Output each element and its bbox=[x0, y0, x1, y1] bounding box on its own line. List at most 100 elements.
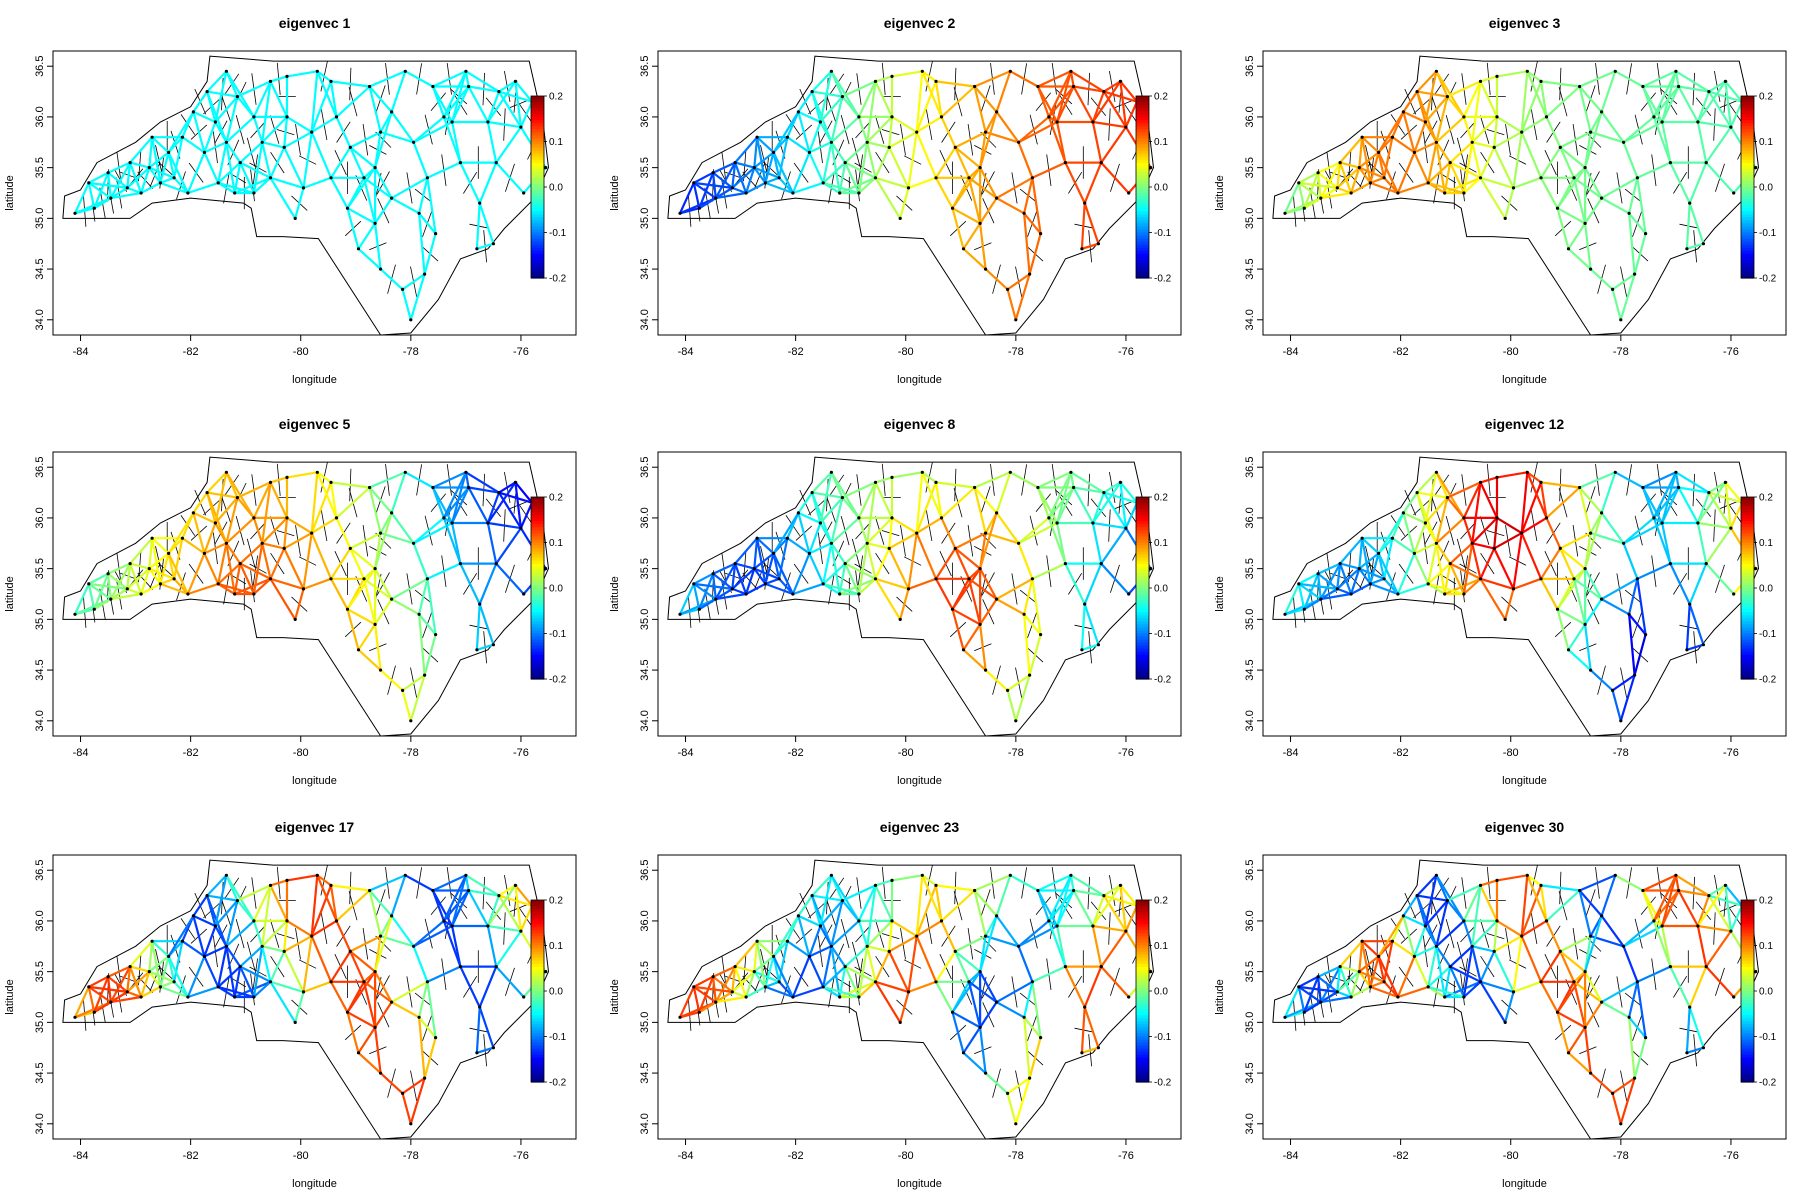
network-edge bbox=[915, 919, 943, 938]
panel-3: eigenvec 3-84 -82 -80 -78 -7634.034.535.035.… bbox=[1214, 15, 1787, 386]
network-node bbox=[1415, 90, 1419, 94]
colorbar-segment bbox=[1741, 588, 1754, 592]
colorbar-segment bbox=[531, 927, 544, 931]
network-edge bbox=[310, 884, 333, 938]
network-node bbox=[497, 90, 501, 94]
network-edges bbox=[73, 874, 547, 1125]
network-node bbox=[818, 924, 823, 928]
network-node bbox=[829, 69, 834, 73]
colorbar-segment bbox=[531, 247, 544, 252]
network-node bbox=[890, 919, 894, 923]
y-tick-label: 36.5 bbox=[1244, 860, 1256, 881]
colorbar-segment bbox=[531, 117, 544, 121]
colorbar-segment bbox=[531, 208, 544, 212]
x-tick-label: -78 bbox=[1008, 1150, 1024, 1162]
network-edge bbox=[786, 136, 811, 154]
network-node bbox=[1360, 135, 1364, 139]
network-node bbox=[978, 970, 982, 974]
network-edge bbox=[486, 491, 500, 525]
x-axis-label: longitude bbox=[897, 1178, 942, 1190]
network-edge bbox=[1512, 577, 1543, 591]
network-edge bbox=[1652, 516, 1672, 565]
network-edge bbox=[329, 146, 352, 179]
network-edge bbox=[368, 471, 407, 489]
network-edge bbox=[486, 120, 498, 164]
network-edge bbox=[1583, 511, 1603, 570]
network-edge bbox=[995, 980, 1034, 1004]
colorbar-segment bbox=[1136, 229, 1149, 234]
network-edge bbox=[357, 648, 382, 672]
network-edge bbox=[87, 985, 96, 1014]
network-node bbox=[1063, 161, 1067, 165]
network-node bbox=[697, 206, 701, 210]
network-edge bbox=[1424, 924, 1438, 948]
network-node bbox=[106, 171, 110, 175]
network-edge bbox=[753, 955, 775, 973]
network-edge bbox=[841, 496, 861, 520]
network-edge bbox=[1471, 884, 1482, 948]
network-edge bbox=[753, 970, 767, 989]
network-edge bbox=[192, 914, 217, 928]
network-node bbox=[1149, 970, 1153, 974]
network-edge bbox=[1415, 471, 1438, 494]
colorbar-segment bbox=[1741, 524, 1754, 528]
colorbar-segment bbox=[1136, 591, 1149, 595]
colorbar-segment bbox=[531, 951, 544, 956]
network-edge bbox=[1091, 521, 1128, 530]
colorbar-segment bbox=[1741, 603, 1754, 607]
network-edge bbox=[1369, 985, 1400, 999]
network-node bbox=[379, 668, 383, 672]
network-edge bbox=[1022, 1016, 1042, 1039]
network-node bbox=[1396, 995, 1400, 999]
network-edge bbox=[1556, 1011, 1570, 1054]
network-node bbox=[1544, 919, 1549, 923]
x-tick-label: -78 bbox=[1008, 747, 1024, 759]
network-edge bbox=[379, 668, 404, 692]
network-edge bbox=[1036, 889, 1059, 928]
network-edge bbox=[269, 980, 305, 994]
network-edge bbox=[310, 934, 333, 983]
network-node bbox=[238, 965, 242, 969]
network-edge bbox=[777, 537, 789, 580]
network-edge bbox=[368, 486, 393, 515]
network-edge bbox=[329, 80, 371, 88]
network-edge bbox=[714, 186, 734, 200]
colorbar-segment bbox=[1741, 126, 1754, 130]
network-edge bbox=[239, 161, 272, 179]
network-edge bbox=[475, 1005, 481, 1054]
network-edge bbox=[934, 884, 943, 923]
y-tick-label: 34.0 bbox=[34, 710, 46, 731]
network-node bbox=[1688, 201, 1692, 205]
network-node bbox=[1539, 79, 1543, 83]
network-edge bbox=[1652, 486, 1680, 520]
network-edge bbox=[951, 970, 982, 1014]
network-edge bbox=[1319, 186, 1339, 200]
network-node bbox=[1600, 1000, 1604, 1004]
network-edge bbox=[791, 985, 825, 999]
network-edge bbox=[1724, 481, 1744, 504]
network-node bbox=[961, 648, 966, 652]
colorbar-segment bbox=[531, 1060, 544, 1065]
network-edge bbox=[252, 919, 264, 948]
network-edge bbox=[1611, 673, 1636, 692]
network-node bbox=[1039, 633, 1043, 637]
network-node bbox=[1555, 1010, 1560, 1014]
network-edge bbox=[225, 115, 255, 144]
network-edge bbox=[1520, 919, 1548, 938]
network-node bbox=[1401, 511, 1405, 515]
network-node bbox=[368, 84, 372, 89]
colorbar-segment bbox=[531, 129, 544, 133]
network-node bbox=[818, 521, 823, 525]
network-node bbox=[464, 470, 468, 474]
colorbar-segment bbox=[1741, 975, 1754, 980]
network-edge bbox=[1520, 934, 1543, 983]
colorbar-segment bbox=[1136, 618, 1149, 622]
colorbar-segment bbox=[1136, 126, 1149, 130]
network-edge bbox=[497, 491, 523, 530]
network-edge bbox=[87, 572, 110, 586]
network-edge bbox=[1349, 985, 1372, 999]
x-tick-label: -78 bbox=[403, 346, 419, 358]
network-node bbox=[950, 1010, 955, 1014]
colorbar-segment bbox=[1741, 639, 1754, 644]
x-axis-label: longitude bbox=[292, 1178, 337, 1190]
